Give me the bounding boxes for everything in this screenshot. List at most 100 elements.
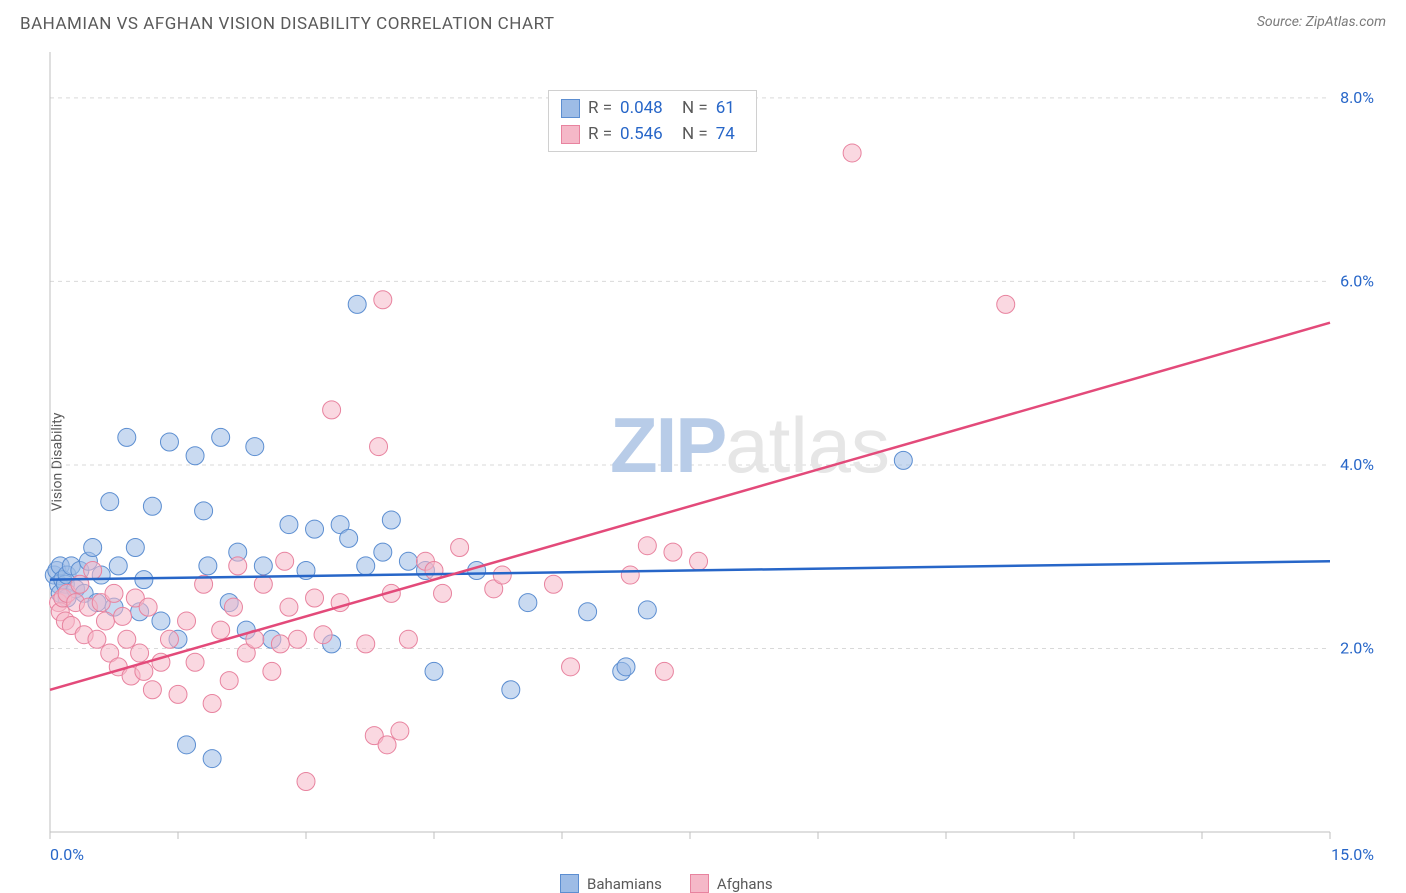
stats-row: R =0.048N =61 bbox=[561, 95, 744, 121]
data-point bbox=[96, 612, 114, 630]
data-point bbox=[139, 598, 157, 616]
y-tick-label: 2.0% bbox=[1340, 638, 1374, 657]
stats-row: R = 0.546 N = 74 bbox=[561, 121, 744, 147]
data-point bbox=[638, 601, 656, 619]
data-point bbox=[254, 557, 272, 575]
data-point bbox=[88, 630, 106, 648]
data-point bbox=[399, 552, 417, 570]
data-point bbox=[340, 529, 358, 547]
n-value: 61 bbox=[716, 98, 744, 118]
data-point bbox=[152, 612, 170, 630]
data-point bbox=[280, 516, 298, 534]
data-point bbox=[263, 662, 281, 680]
data-point bbox=[160, 433, 178, 451]
data-point bbox=[246, 438, 264, 456]
legend-label: Afghans bbox=[717, 875, 773, 893]
data-point bbox=[84, 539, 102, 557]
data-point bbox=[399, 630, 417, 648]
data-point bbox=[617, 658, 635, 676]
data-point bbox=[378, 736, 396, 754]
data-point bbox=[997, 295, 1015, 313]
watermark: ZIPatlas bbox=[610, 401, 890, 489]
data-point bbox=[178, 612, 196, 630]
x-tick-label: 15.0% bbox=[1331, 845, 1374, 864]
data-point bbox=[562, 658, 580, 676]
data-point bbox=[109, 557, 127, 575]
data-point bbox=[323, 401, 341, 419]
data-point bbox=[357, 557, 375, 575]
correlation-stats-box: R =0.048N =61R =0.546N =74 bbox=[548, 90, 757, 152]
series-swatch bbox=[561, 99, 580, 118]
n-label: N = bbox=[682, 98, 708, 118]
y-tick-label: 8.0% bbox=[1340, 88, 1374, 107]
data-point bbox=[357, 635, 375, 653]
legend-item: Bahamians bbox=[560, 874, 662, 893]
data-point bbox=[655, 662, 673, 680]
data-point bbox=[502, 681, 520, 699]
data-point bbox=[271, 635, 289, 653]
data-point bbox=[391, 722, 409, 740]
series-swatch bbox=[561, 125, 580, 144]
data-point bbox=[348, 295, 366, 313]
y-tick-label: 6.0% bbox=[1340, 271, 1374, 290]
data-point bbox=[664, 543, 682, 561]
data-point bbox=[220, 672, 238, 690]
data-point bbox=[314, 626, 332, 644]
data-point bbox=[105, 584, 123, 602]
data-point bbox=[306, 589, 324, 607]
data-point bbox=[203, 695, 221, 713]
data-point bbox=[229, 557, 247, 575]
legend-item: Afghans bbox=[690, 874, 773, 893]
data-point bbox=[451, 539, 469, 557]
data-point bbox=[118, 630, 136, 648]
n-value: 74 bbox=[716, 124, 744, 144]
data-point bbox=[126, 539, 144, 557]
data-point bbox=[843, 144, 861, 162]
data-point bbox=[254, 575, 272, 593]
data-point bbox=[493, 566, 511, 584]
n-label: N = bbox=[682, 124, 708, 144]
data-point bbox=[186, 447, 204, 465]
data-point bbox=[186, 653, 204, 671]
series-swatch bbox=[690, 874, 709, 893]
scatter-plot: 2.0%4.0%6.0%8.0%0.0%15.0%ZIPatlas bbox=[0, 42, 1406, 882]
data-point bbox=[370, 438, 388, 456]
data-point bbox=[118, 428, 136, 446]
data-point bbox=[374, 543, 392, 561]
series-legend: Bahamians Afghans bbox=[560, 874, 773, 893]
data-point bbox=[288, 630, 306, 648]
legend-label: Bahamians bbox=[587, 875, 662, 893]
data-point bbox=[425, 662, 443, 680]
data-point bbox=[579, 603, 597, 621]
data-point bbox=[621, 566, 639, 584]
trend-line bbox=[50, 323, 1330, 690]
r-value: 0.546 bbox=[620, 124, 674, 144]
data-point bbox=[101, 493, 119, 511]
data-point bbox=[143, 681, 161, 699]
data-point bbox=[160, 630, 178, 648]
data-point bbox=[280, 598, 298, 616]
r-label: R = bbox=[588, 124, 612, 144]
data-point bbox=[382, 511, 400, 529]
data-point bbox=[894, 451, 912, 469]
series-swatch bbox=[560, 874, 579, 893]
data-point bbox=[143, 497, 161, 515]
data-point bbox=[638, 537, 656, 555]
data-point bbox=[374, 291, 392, 309]
data-point bbox=[276, 552, 294, 570]
data-point bbox=[297, 773, 315, 791]
x-tick-label: 0.0% bbox=[50, 845, 84, 864]
r-label: R = bbox=[588, 98, 612, 118]
data-point bbox=[434, 584, 452, 602]
data-point bbox=[169, 685, 187, 703]
source-credit: Source: ZipAtlas.com bbox=[1257, 14, 1386, 34]
data-point bbox=[203, 750, 221, 768]
data-point bbox=[212, 428, 230, 446]
data-point bbox=[84, 561, 102, 579]
data-point bbox=[114, 607, 132, 625]
data-point bbox=[178, 736, 196, 754]
chart-title: BAHAMIAN VS AFGHAN VISION DISABILITY COR… bbox=[20, 14, 555, 34]
data-point bbox=[199, 557, 217, 575]
data-point bbox=[519, 594, 537, 612]
data-point bbox=[212, 621, 230, 639]
